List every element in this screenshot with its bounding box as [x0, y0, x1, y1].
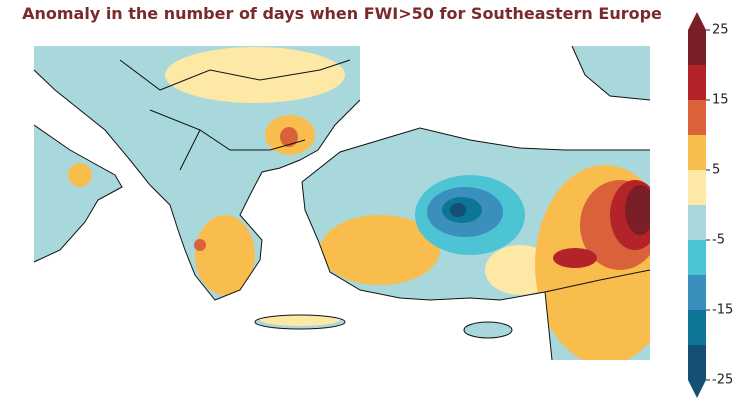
colorbar-tick-label: 5: [712, 163, 720, 178]
colorbar-segment: [688, 345, 706, 380]
colorbar-segment: [688, 310, 706, 345]
colorbar-segment: [688, 240, 706, 275]
colorbar-segment: [688, 275, 706, 310]
colorbar-tick-label: -5: [712, 233, 725, 248]
colorbar-tick-label: -15: [712, 303, 733, 318]
coastlines: [33, 45, 651, 361]
colorbar: -25 -15 -5 5 15 25: [688, 12, 733, 398]
colorbar-extend-min: [688, 380, 706, 398]
colorbar-segment: [688, 65, 706, 100]
colorbar-tick-label: -25: [712, 373, 733, 388]
map-title: Anomaly in the number of days when FWI>5…: [22, 4, 662, 23]
colorbar-extend-max: [688, 12, 706, 30]
colorbar-segment: [688, 135, 706, 170]
colorbar-segment: [688, 170, 706, 205]
colorbar-segment: [688, 205, 706, 240]
colorbar-segment: [688, 100, 706, 135]
colorbar-tick-label: 15: [712, 93, 729, 108]
colorbar-tick-label: 25: [712, 23, 729, 38]
colorbar-segment: [688, 30, 706, 65]
anomaly-field: [34, 46, 650, 360]
